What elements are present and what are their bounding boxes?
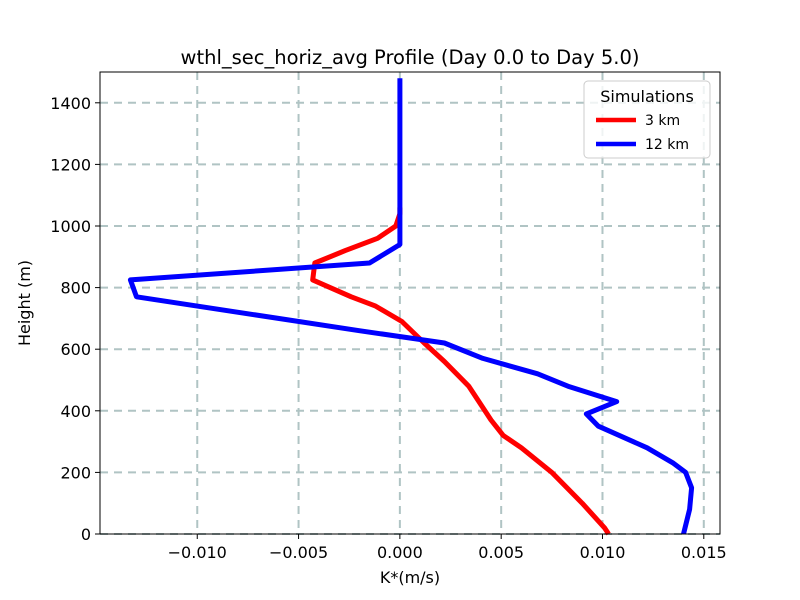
y-tick-label: 600 <box>60 340 91 359</box>
x-tick-label: 0.015 <box>681 543 727 562</box>
y-tick-label: 1200 <box>50 155 91 174</box>
chart-title: wthl_sec_horiz_avg Profile (Day 0.0 to D… <box>181 46 640 69</box>
x-axis-label: K*(m/s) <box>380 568 440 587</box>
y-tick-label: 800 <box>60 279 91 298</box>
x-tick-label: −0.005 <box>269 543 328 562</box>
y-tick-label: 200 <box>60 463 91 482</box>
x-tick-label: 0.000 <box>377 543 423 562</box>
y-tick-label: 1400 <box>50 94 91 113</box>
x-tick-label: 0.010 <box>580 543 626 562</box>
y-tick-label: 0 <box>81 525 91 544</box>
series-line-12km <box>127 78 695 535</box>
y-tick-label: 400 <box>60 402 91 421</box>
legend-label-3km: 3 km <box>645 113 680 129</box>
legend: Simulations 3 km 12 km <box>583 80 711 159</box>
legend-box <box>583 80 711 159</box>
y-tick-label: 1000 <box>50 217 91 236</box>
plot-frame <box>99 71 721 535</box>
tick-layer: −0.010 −0.005 0.000 0.005 0.010 0.015 0 200 400 6… <box>50 94 726 562</box>
series-line-3km <box>310 207 611 536</box>
x-tick-label: −0.010 <box>168 543 227 562</box>
legend-label-12km: 12 km <box>645 137 689 153</box>
x-tick-label: 0.005 <box>478 543 524 562</box>
legend-title: Simulations <box>600 87 694 106</box>
y-axis-label: Height (m) <box>15 260 34 346</box>
series-layer <box>127 78 695 536</box>
